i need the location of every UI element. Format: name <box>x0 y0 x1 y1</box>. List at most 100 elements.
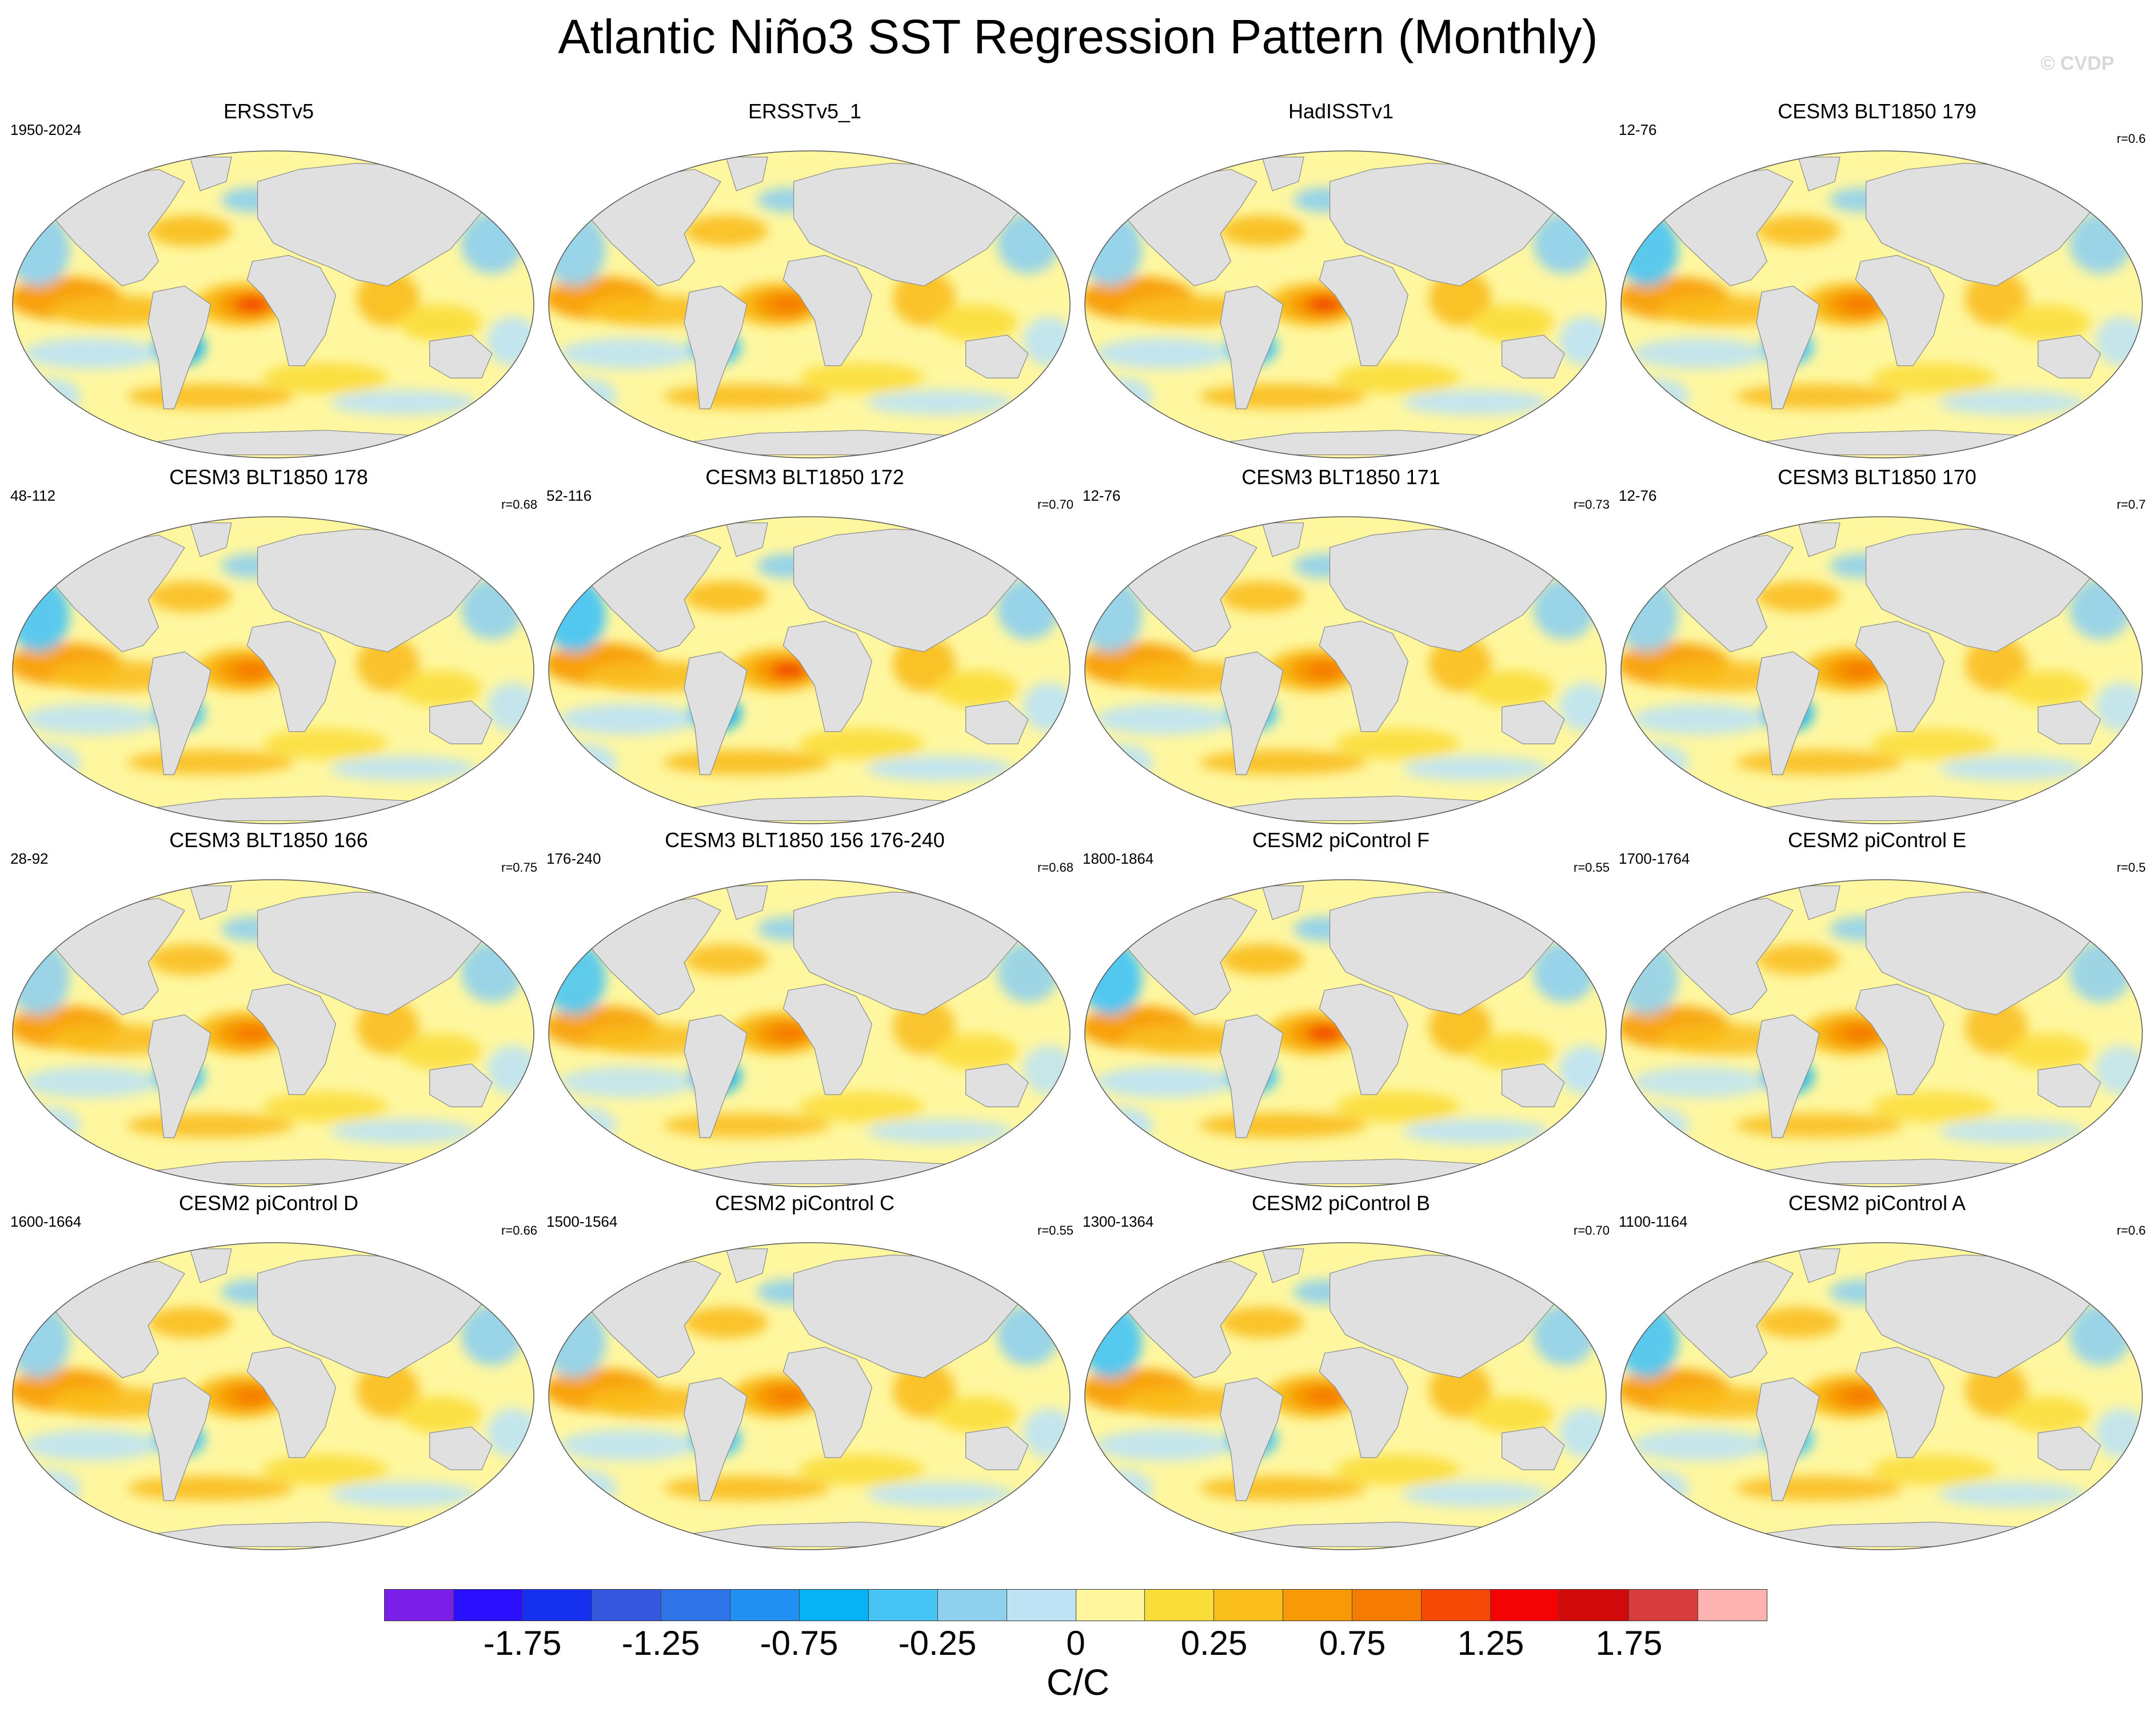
colorbar-box <box>1698 1590 1767 1621</box>
colorbar-box <box>592 1590 661 1621</box>
anomaly-blob <box>554 1107 617 1144</box>
colorbar-box <box>522 1590 592 1621</box>
continent <box>684 1014 748 1138</box>
panel-title: CESM3 BLT1850 170 <box>1778 465 1977 489</box>
continent <box>189 1248 232 1283</box>
colorbar-box <box>1629 1590 1699 1621</box>
continent <box>1798 885 1840 920</box>
panel-correlation: r=0.66 <box>501 1223 537 1238</box>
anomaly-blob <box>18 1470 81 1507</box>
continent <box>1261 157 1304 191</box>
panel-correlation: r=0.5 <box>2117 860 2146 875</box>
map-panel: CESM3 BLT1850 166 28-92 r=0.75 <box>0 826 537 1189</box>
map-border <box>12 150 534 458</box>
panel-title: ERSSTv5 <box>223 99 314 123</box>
continent <box>1798 522 1840 557</box>
map-panel: ERSSTv5 1950-2024 <box>0 97 537 460</box>
colorbar-tick-label: 0 <box>1066 1624 1085 1662</box>
panel-title: CESM3 BLT1850 166 <box>169 828 368 852</box>
continent <box>189 522 232 557</box>
colorbar-box <box>937 1590 1007 1621</box>
atlantic-nino-max <box>1306 1387 1343 1405</box>
map-border <box>1084 516 1607 824</box>
continent <box>246 983 337 1095</box>
regression-map <box>548 879 1071 1187</box>
regression-map <box>1620 879 2143 1187</box>
anomaly-blob <box>1965 1362 2028 1418</box>
map-panel: CESM3 BLT1850 178 48-112 r=0.68 <box>0 463 537 826</box>
anomaly-blob <box>2006 1396 2090 1433</box>
panel-title: CESM2 piControl A <box>1788 1191 1966 1215</box>
anomaly-blob <box>127 1113 294 1138</box>
anomaly-blob <box>1626 1107 1689 1144</box>
anomaly-blob <box>559 338 695 369</box>
anomaly-blob <box>1470 670 1554 707</box>
anomaly-blob <box>1735 1476 1903 1501</box>
anomaly-blob <box>934 304 1018 341</box>
anomaly-blob <box>934 670 1018 707</box>
anomaly-blob <box>1335 362 1460 394</box>
continent <box>725 1248 768 1283</box>
panel-years: 1700-1764 <box>1619 850 1690 867</box>
regression-map <box>1620 150 2143 458</box>
continent <box>725 157 768 191</box>
continent <box>189 885 232 920</box>
map-panel: CESM2 piControl C 1500-1564 r=0.55 <box>536 1189 1073 1552</box>
anomaly-blob <box>892 1362 956 1418</box>
anomaly-blob <box>1871 1454 1997 1486</box>
atlantic-nino-max <box>1842 1387 1879 1405</box>
continent <box>429 700 493 744</box>
continent <box>2038 1426 2101 1470</box>
anomaly-blob <box>684 581 768 612</box>
continent <box>429 1063 493 1107</box>
anomaly-blob <box>1631 338 1767 369</box>
map-border <box>548 1242 1071 1550</box>
anomaly-blob <box>559 1430 695 1461</box>
anomaly-blob <box>559 1067 695 1098</box>
anomaly-blob <box>262 1091 388 1123</box>
atlantic-nino-max <box>770 661 807 679</box>
panel-years: 1500-1564 <box>546 1213 618 1230</box>
continent <box>1261 885 1304 920</box>
map-border <box>12 516 534 824</box>
map-border <box>12 1242 534 1550</box>
panel-title: CESM3 BLT1850 178 <box>169 465 368 489</box>
regression-map <box>1084 516 1607 824</box>
map-border <box>1620 879 2143 1187</box>
anomaly-blob <box>1428 1362 1492 1418</box>
anomaly-blob <box>1871 728 1997 760</box>
panel-title: CESM3 BLT1850 172 <box>705 465 904 489</box>
anomaly-blob <box>1631 1067 1767 1098</box>
anomaly-blob <box>684 1307 768 1338</box>
colorbar-box <box>385 1590 454 1621</box>
anomaly-blob <box>23 338 159 369</box>
atlantic-nino-max <box>234 1024 271 1042</box>
atlantic-nino-max <box>1842 661 1879 679</box>
continent <box>1756 1377 1820 1501</box>
anomaly-blob <box>18 378 81 415</box>
anomaly-blob <box>1939 756 2085 781</box>
colorbar-box <box>1283 1590 1353 1621</box>
map-panel: HadISSTv1 <box>1072 97 1610 460</box>
anomaly-blob <box>1090 744 1153 781</box>
anomaly-blob <box>1756 581 1840 612</box>
continent <box>684 651 748 775</box>
panel-years: 1600-1664 <box>10 1213 82 1230</box>
atlantic-nino-max <box>234 661 271 679</box>
colorbar-box <box>1076 1590 1145 1621</box>
anomaly-blob <box>1735 384 1903 409</box>
continent <box>429 334 493 378</box>
atlantic-nino-max <box>1306 296 1343 313</box>
panel-title: CESM2 piControl D <box>178 1191 359 1215</box>
anomaly-blob <box>684 215 768 246</box>
continent <box>147 1014 211 1138</box>
anomaly-blob <box>663 1113 831 1138</box>
map-border <box>1084 1242 1607 1550</box>
continent <box>1855 620 1945 732</box>
continent <box>1798 157 1840 191</box>
continent <box>2038 334 2101 378</box>
anomaly-blob <box>559 704 695 735</box>
anomaly-blob <box>1199 750 1367 775</box>
continent <box>1319 620 1409 732</box>
